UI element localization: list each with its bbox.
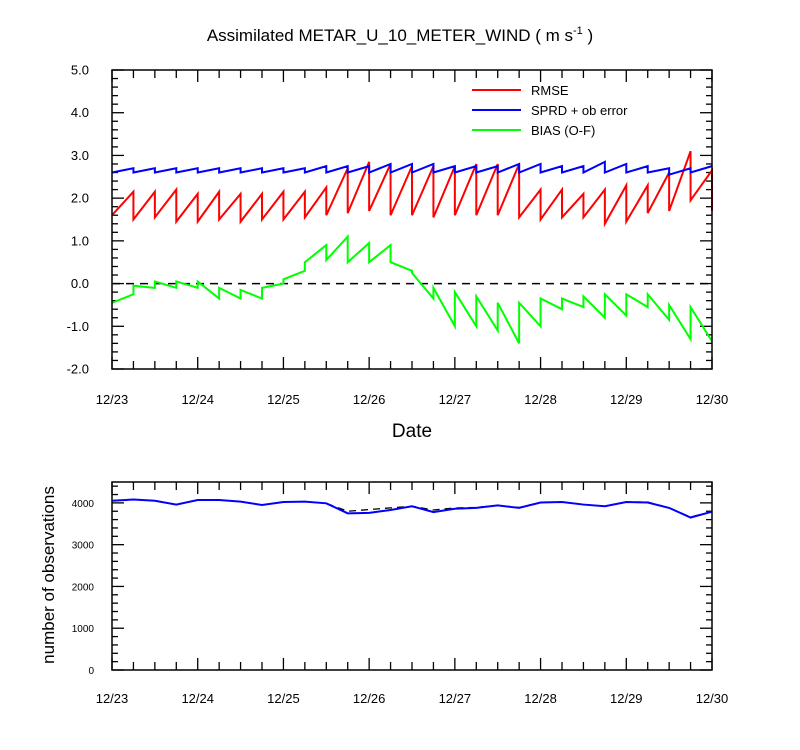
- series-line-bias-o-f: [111, 234, 713, 344]
- y-tick-label: 2.0: [71, 191, 89, 206]
- x-tick-label: 12/27: [439, 392, 472, 407]
- y-tick-label: 0: [88, 666, 94, 677]
- legend-label: RMSE: [531, 83, 569, 98]
- y-tick-label: 3.0: [71, 148, 89, 163]
- series-line-rmse: [111, 150, 713, 228]
- x-tick-label: 12/24: [181, 691, 214, 706]
- y-tick-label: 5.0: [71, 63, 89, 78]
- chart-title: Assimilated METAR_U_10_METER_WIND ( m s-…: [207, 25, 593, 45]
- bottom-plot-frame: [111, 481, 713, 671]
- y-tick-label: 2000: [72, 582, 95, 593]
- x-tick-label: 12/27: [439, 691, 472, 706]
- chart-title-superscript: -1: [573, 25, 583, 37]
- chart-title-main: Assimilated METAR_U_10_METER_WIND ( m s: [207, 26, 573, 45]
- legend-label: BIAS (O-F): [531, 123, 595, 138]
- bottom-x-tick-labels: 12/23 12/24 12/25 12/26 12/27 12/28 12/29 12/30: [96, 691, 729, 706]
- x-tick-label: 12/28: [524, 691, 557, 706]
- x-tick-label: 12/30: [696, 392, 729, 407]
- x-tick-label: 12/23: [96, 392, 129, 407]
- y-tick-label: 0.0: [71, 276, 89, 291]
- legend: RMSE SPRD + ob error BIAS (O-F): [472, 83, 628, 138]
- y-tick-label: -2.0: [67, 362, 89, 377]
- y-tick-label: 3000: [72, 541, 95, 552]
- top-panel: -2.0-1.00.01.02.03.04.05.0 12/23 12/24 12/…: [67, 63, 729, 443]
- top-series: [111, 150, 713, 344]
- top-plot-frame: [111, 69, 713, 370]
- x-tick-label: 12/29: [610, 691, 643, 706]
- x-tick-label: 12/29: [610, 392, 643, 407]
- x-tick-label: 12/28: [524, 392, 557, 407]
- x-tick-label: 12/24: [181, 392, 214, 407]
- y-tick-label: 4.0: [71, 105, 89, 120]
- bottom-y-tick-labels: 0 1000 2000 3000 4000: [72, 499, 95, 677]
- legend-label: SPRD + ob error: [531, 103, 628, 118]
- x-tick-label: 12/30: [696, 691, 729, 706]
- y-tick-label: -1.0: [67, 319, 89, 334]
- x-tick-label: 12/23: [96, 691, 129, 706]
- top-x-tick-labels: 12/23 12/24 12/25 12/26 12/27 12/28 12/29 12/30: [96, 392, 729, 407]
- x-tick-label: 12/26: [353, 392, 386, 407]
- obs-used-line: [111, 498, 713, 519]
- y-tick-label: 4000: [72, 499, 95, 510]
- x-tick-label: 12/25: [267, 392, 300, 407]
- y-tick-label: 1000: [72, 624, 95, 635]
- bottom-series: [111, 498, 713, 519]
- series-line-sprd-ob-error: [111, 160, 713, 176]
- bottom-ticks: [111, 482, 713, 671]
- x-tick-label: 12/25: [267, 691, 300, 706]
- x-axis-label: Date: [392, 421, 432, 442]
- y-tick-label: 1.0: [71, 233, 89, 248]
- y-axis-label-observations: number of observations: [39, 486, 58, 664]
- top-y-tick-labels: -2.0 -1.0 0.0 1.0 2.0 3.0 4.0 5.0: [67, 63, 89, 377]
- x-tick-label: 12/26: [353, 691, 386, 706]
- chart-title-suffix: ): [583, 26, 593, 45]
